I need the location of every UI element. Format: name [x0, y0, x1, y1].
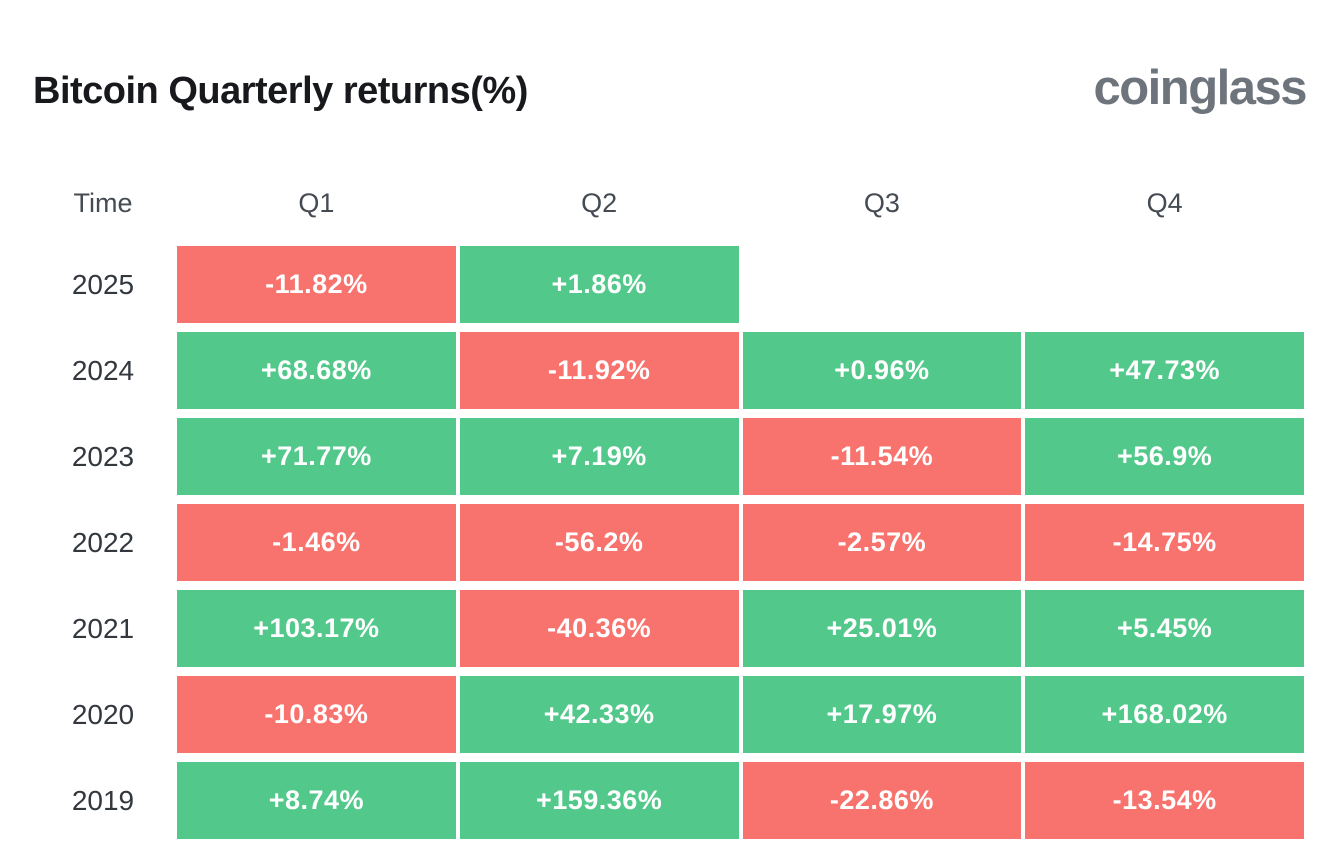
return-cell: +8.74% [177, 762, 456, 839]
table-body: 2025 -11.82% +1.86% 2024 +68.68% -11.92% +0.96… [33, 246, 1304, 839]
return-cell: -11.82% [177, 246, 456, 323]
return-cell: +56.9% [1025, 418, 1304, 495]
return-cell: +42.33% [459, 676, 739, 753]
row-year-label: 2022 [71, 527, 135, 558]
return-cell: +168.02% [1025, 676, 1304, 753]
column-header-q4: Q4 [1146, 188, 1183, 218]
return-cell: -14.75% [1025, 504, 1304, 581]
column-header-q1: Q1 [298, 188, 335, 218]
row-year-label: 2024 [71, 355, 135, 386]
return-cell: +71.77% [177, 418, 456, 495]
row-year-label: 2021 [71, 613, 135, 644]
return-cell [1025, 246, 1304, 323]
return-cell: -11.92% [459, 332, 739, 409]
return-cell: -56.2% [459, 504, 739, 581]
return-cell: -40.36% [459, 590, 739, 667]
return-cell: -22.86% [742, 762, 1022, 839]
page-title: Bitcoin Quarterly returns(%) [33, 70, 528, 112]
row-year-label: 2023 [71, 441, 135, 472]
coinglass-logo: coinglass [1093, 61, 1307, 115]
return-cell: -1.46% [177, 504, 456, 581]
return-cell: +103.17% [177, 590, 456, 667]
return-cell: +47.73% [1025, 332, 1304, 409]
return-cell: -2.57% [742, 504, 1022, 581]
return-cell: +5.45% [1025, 590, 1304, 667]
column-header-q3: Q3 [863, 188, 900, 218]
return-cell: -10.83% [177, 676, 456, 753]
column-header-q2: Q2 [581, 188, 618, 218]
return-cell: +25.01% [742, 590, 1022, 667]
return-cell: +159.36% [459, 762, 739, 839]
return-cell: +1.86% [459, 246, 739, 323]
row-year-label: 2019 [71, 785, 135, 816]
table-header-row: Time Q1 Q2 Q3 Q4 [33, 185, 1304, 221]
return-cell [743, 246, 1022, 323]
return-cell: -11.54% [742, 418, 1022, 495]
column-header-time: Time [73, 188, 133, 218]
return-cell: +0.96% [742, 332, 1022, 409]
return-cell: +7.19% [459, 418, 739, 495]
return-cell: +68.68% [177, 332, 456, 409]
row-year-label: 2025 [71, 269, 135, 300]
return-cell: +17.97% [742, 676, 1022, 753]
return-cell: -13.54% [1025, 762, 1304, 839]
row-year-label: 2020 [71, 699, 135, 730]
returns-table: Time Q1 Q2 Q3 Q4 2025 -11.82% +1.86% 2024 +6… [33, 185, 1304, 839]
